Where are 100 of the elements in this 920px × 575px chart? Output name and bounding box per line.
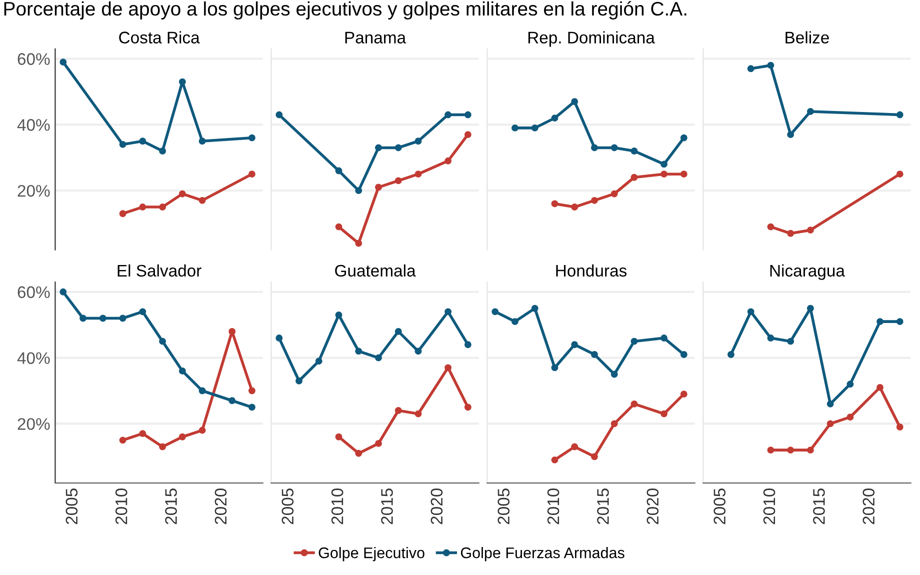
y-tick-label: 60% bbox=[18, 286, 50, 298]
point bbox=[464, 131, 472, 138]
legend-label: Golpe Fuerzas Armadas bbox=[460, 547, 624, 562]
point bbox=[876, 318, 884, 326]
point bbox=[896, 170, 904, 178]
point bbox=[139, 138, 146, 145]
point bbox=[590, 453, 598, 460]
point bbox=[414, 410, 422, 418]
point bbox=[551, 364, 558, 372]
chart-title: Guatemala bbox=[335, 264, 416, 277]
point bbox=[375, 184, 382, 191]
chart-title: Rep. Dominicana bbox=[528, 31, 655, 47]
point bbox=[610, 370, 618, 378]
point bbox=[444, 308, 452, 316]
point bbox=[767, 62, 774, 69]
point bbox=[630, 148, 638, 154]
point bbox=[80, 314, 86, 322]
point bbox=[248, 134, 256, 142]
y-tick-label: 40% bbox=[17, 119, 50, 131]
point bbox=[660, 170, 668, 178]
point bbox=[551, 114, 558, 122]
point bbox=[198, 426, 206, 434]
point bbox=[571, 98, 578, 106]
x-tick-label: 2015 bbox=[381, 488, 393, 524]
point bbox=[787, 338, 794, 345]
point bbox=[806, 108, 814, 115]
point bbox=[660, 160, 668, 168]
point bbox=[355, 450, 362, 457]
point bbox=[896, 111, 904, 118]
point bbox=[228, 328, 236, 335]
point bbox=[806, 304, 814, 312]
y-tick-label: 60% bbox=[18, 53, 50, 65]
chart-title: Nicaragua bbox=[770, 264, 845, 280]
legend-label: Golpe Ejecutivo bbox=[318, 547, 424, 562]
x-tick-label: 2015 bbox=[165, 488, 177, 524]
point bbox=[335, 433, 342, 440]
x-tick-label: 2015 bbox=[597, 488, 609, 524]
point bbox=[394, 177, 402, 184]
point bbox=[139, 204, 146, 210]
point bbox=[787, 446, 794, 454]
point bbox=[512, 318, 518, 326]
point bbox=[531, 304, 538, 312]
point bbox=[846, 380, 854, 388]
point bbox=[276, 334, 283, 342]
point bbox=[551, 456, 558, 464]
point bbox=[787, 131, 794, 138]
point bbox=[660, 410, 668, 418]
point bbox=[896, 318, 904, 326]
point bbox=[610, 190, 618, 198]
x-tick-label: 2020 bbox=[214, 488, 227, 524]
point bbox=[680, 351, 688, 358]
point bbox=[276, 111, 283, 118]
point bbox=[767, 446, 774, 454]
point bbox=[355, 348, 362, 355]
point bbox=[355, 187, 362, 194]
x-tick-label: 2010 bbox=[331, 488, 344, 524]
point bbox=[375, 144, 382, 152]
point bbox=[394, 328, 402, 335]
point bbox=[444, 364, 452, 372]
point bbox=[590, 351, 598, 358]
point bbox=[464, 111, 472, 118]
point bbox=[512, 124, 518, 132]
point bbox=[414, 138, 422, 145]
point bbox=[531, 124, 538, 132]
x-tick-label: 2020 bbox=[862, 488, 875, 524]
point bbox=[787, 230, 794, 237]
point bbox=[806, 446, 814, 454]
point bbox=[119, 314, 126, 322]
chart-title: Costa Rica bbox=[119, 31, 200, 44]
point bbox=[767, 334, 774, 342]
point bbox=[464, 404, 472, 411]
point bbox=[806, 226, 814, 234]
point bbox=[826, 420, 834, 428]
x-tick-label: 2020 bbox=[430, 488, 443, 524]
point bbox=[414, 170, 422, 178]
point bbox=[551, 200, 558, 208]
point bbox=[571, 443, 578, 450]
point bbox=[896, 424, 904, 430]
x-tick-label: 2005 bbox=[282, 488, 294, 524]
point bbox=[355, 240, 362, 247]
point bbox=[119, 210, 126, 218]
point bbox=[178, 433, 186, 440]
chart-title: Panama bbox=[345, 32, 406, 44]
point bbox=[159, 148, 166, 154]
point bbox=[296, 377, 302, 384]
x-tick-label: 2020 bbox=[646, 488, 659, 524]
point bbox=[747, 308, 754, 316]
point bbox=[248, 170, 256, 178]
x-tick-label: 2005 bbox=[714, 488, 726, 524]
point bbox=[335, 311, 342, 318]
point bbox=[727, 351, 734, 358]
point bbox=[60, 58, 67, 66]
point bbox=[178, 368, 186, 374]
chart-title: El Salvador bbox=[118, 264, 202, 277]
point bbox=[375, 354, 382, 362]
point bbox=[414, 348, 422, 355]
point bbox=[876, 384, 884, 391]
point bbox=[178, 190, 186, 198]
point bbox=[767, 223, 774, 230]
point bbox=[375, 440, 382, 447]
